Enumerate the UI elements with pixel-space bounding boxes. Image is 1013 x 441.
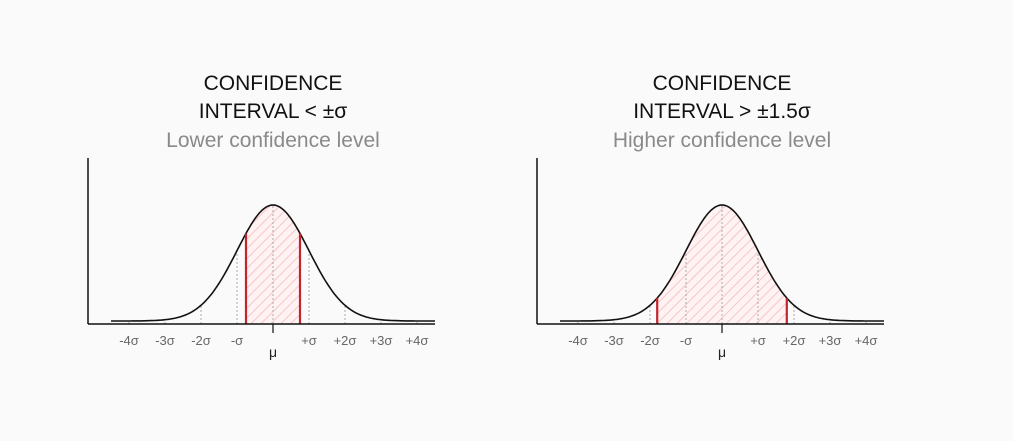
title-line: INTERVAL < ±σ	[199, 100, 347, 123]
normal-curve	[560, 204, 884, 322]
normal-curve	[111, 204, 435, 322]
sigma-label: -2σ	[191, 333, 211, 348]
sigma-label: -2σ	[640, 333, 660, 348]
sigma-label: +σ	[301, 333, 317, 348]
sigma-label: -4σ	[568, 333, 588, 348]
sigma-label: +3σ	[819, 333, 842, 348]
sigma-label: +3σ	[370, 333, 393, 348]
sigma-label: +2σ	[783, 333, 806, 348]
sigma-label: +4σ	[855, 333, 878, 348]
subtitle: Lower confidence level	[166, 129, 380, 152]
sigma-label: +4σ	[406, 333, 429, 348]
shaded-interval	[246, 205, 300, 324]
mean-label: μ	[269, 344, 277, 360]
sigma-label: -3σ	[604, 333, 624, 348]
sigma-label: +σ	[750, 333, 766, 348]
sigma-label: -4σ	[119, 333, 139, 348]
subtitle: Higher confidence level	[613, 129, 831, 152]
mean-label: μ	[718, 344, 726, 360]
sigma-label: -3σ	[155, 333, 175, 348]
shaded-interval	[657, 205, 787, 324]
sigma-label: -σ	[231, 333, 243, 348]
title-line: CONFIDENCE	[204, 72, 343, 95]
sigma-label: -σ	[680, 333, 692, 348]
sigma-label: +2σ	[334, 333, 357, 348]
title-line: INTERVAL > ±1.5σ	[633, 100, 811, 123]
title-line: CONFIDENCE	[653, 72, 792, 95]
